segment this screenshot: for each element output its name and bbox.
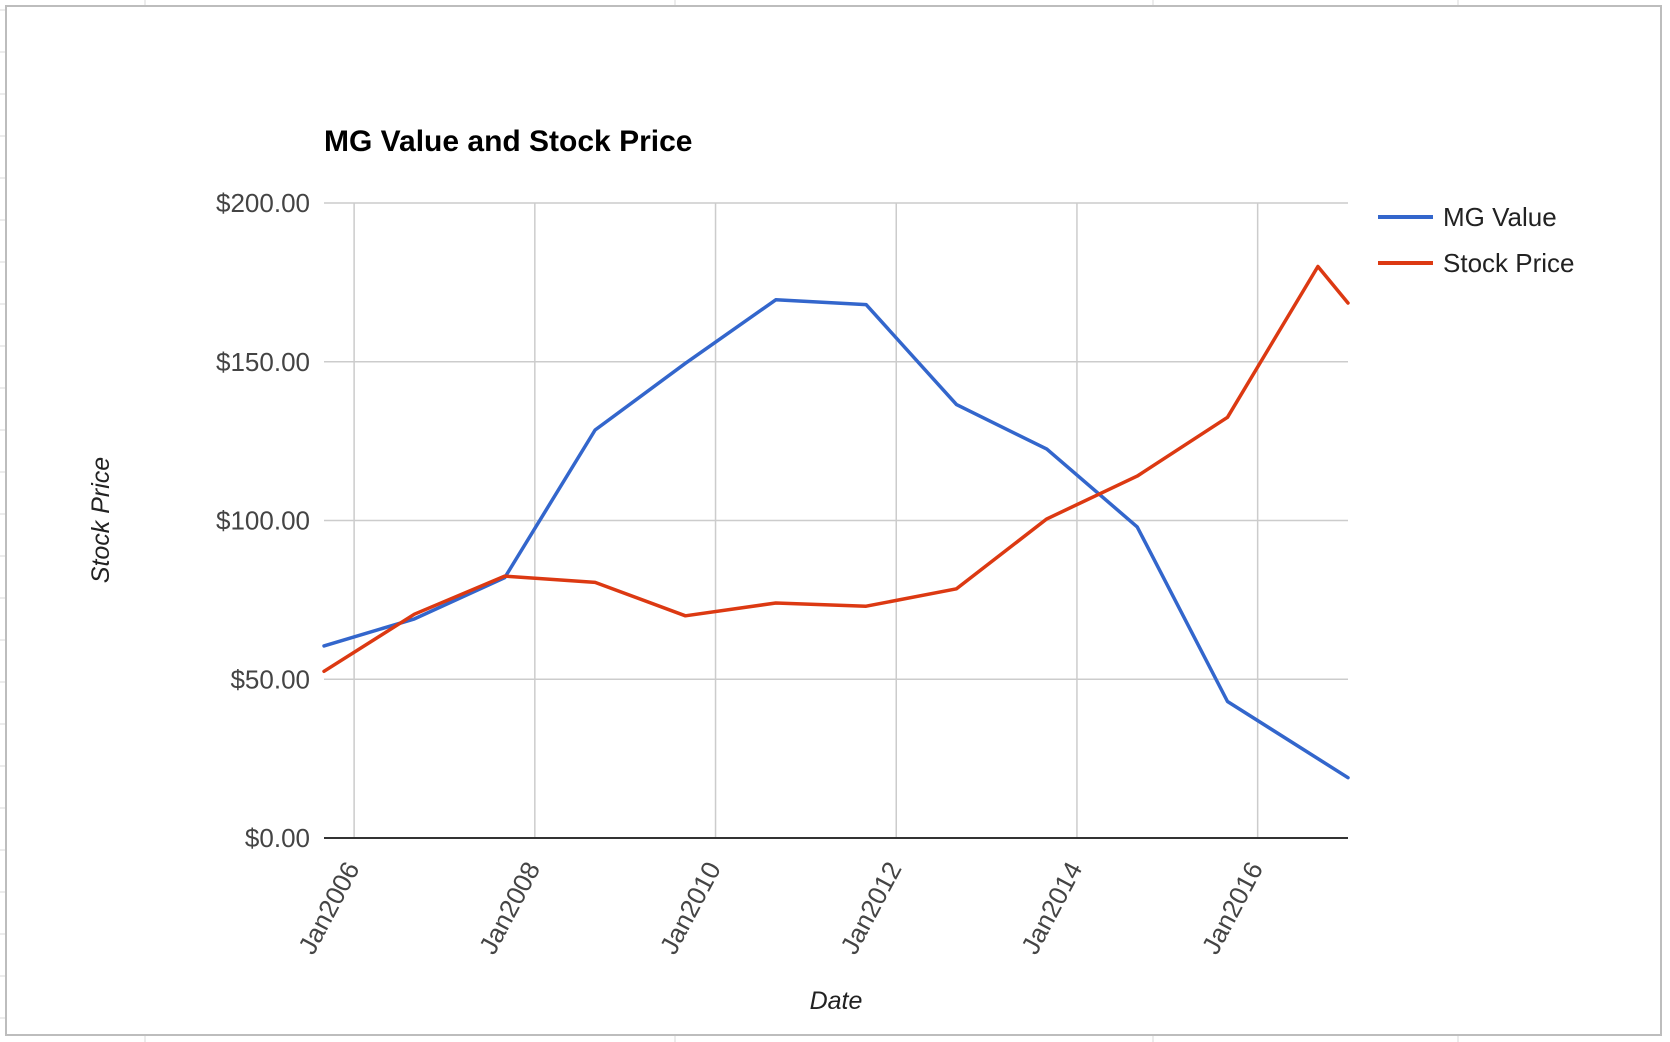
- y-tick-label: $0.00: [245, 823, 310, 853]
- series-line-mg-value: [322, 298, 1350, 780]
- y-tick-label: $50.00: [230, 664, 310, 694]
- y-tick-label: $200.00: [216, 188, 310, 218]
- gridlines: [324, 202, 1348, 838]
- legend: MG Value Stock Price: [1378, 202, 1575, 278]
- legend-label-stock-price: Stock Price: [1443, 248, 1575, 278]
- series-lines: [322, 264, 1350, 780]
- y-axis-tick-labels: $0.00 $50.00 $100.00 $150.00 $200.00: [216, 188, 310, 853]
- series-line-stock-price: [322, 264, 1350, 674]
- y-axis-title: Stock Price: [87, 457, 115, 583]
- chart-title: MG Value and Stock Price: [324, 125, 692, 158]
- legend-label-mg-value: MG Value: [1443, 202, 1557, 232]
- y-tick-label: $100.00: [216, 506, 310, 536]
- y-tick-label: $150.00: [216, 347, 310, 377]
- x-axis-title: Date: [810, 987, 863, 1015]
